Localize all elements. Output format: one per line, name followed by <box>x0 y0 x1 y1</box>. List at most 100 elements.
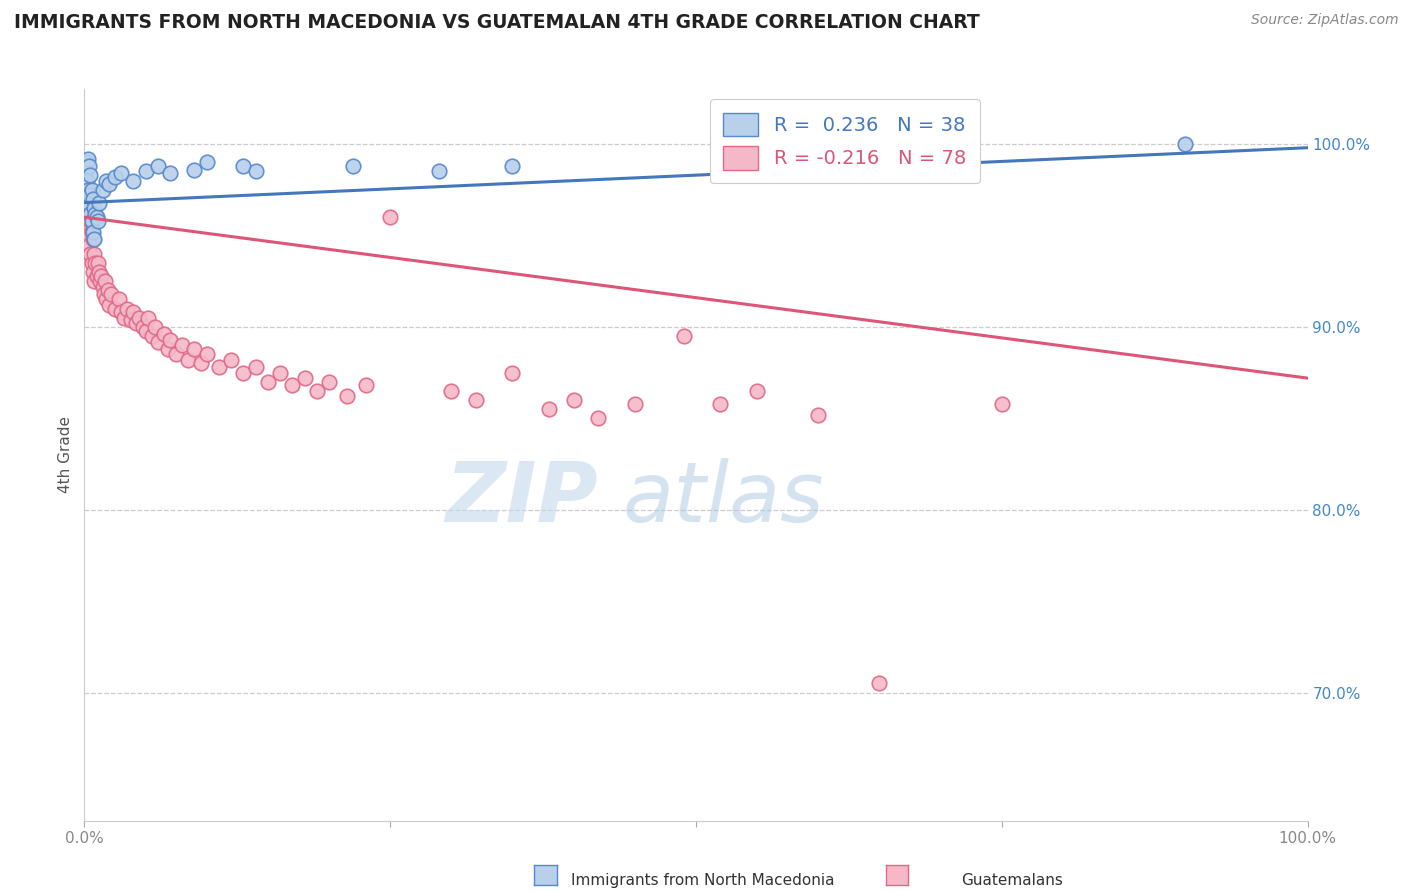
Point <box>83 201 105 215</box>
Point <box>86 211 108 225</box>
Point <box>136 310 159 325</box>
Point <box>77 188 100 202</box>
Point <box>100 287 122 301</box>
Point <box>82 265 104 279</box>
Point <box>135 164 157 178</box>
Point <box>86 268 108 283</box>
Point <box>104 301 127 316</box>
Point <box>76 155 98 169</box>
Point <box>89 274 111 288</box>
Point <box>76 174 98 188</box>
Point <box>77 195 100 210</box>
Point <box>135 324 157 338</box>
Point <box>93 287 115 301</box>
Point <box>112 310 135 325</box>
Point <box>146 159 169 173</box>
Point <box>83 247 105 261</box>
Point <box>219 352 242 367</box>
Point <box>79 247 101 261</box>
Point <box>77 195 100 210</box>
Point <box>190 356 212 371</box>
Point <box>77 206 100 220</box>
Point <box>245 164 267 178</box>
Point <box>538 402 561 417</box>
Point <box>305 384 328 398</box>
Point <box>128 310 150 325</box>
Point <box>77 237 100 252</box>
Point <box>76 183 98 197</box>
Point <box>90 268 112 283</box>
Point <box>380 211 402 225</box>
Point <box>464 392 486 407</box>
Point <box>232 366 254 380</box>
Point <box>562 392 585 407</box>
Point <box>91 279 114 293</box>
Point <box>747 384 769 398</box>
Point <box>84 256 107 270</box>
Point <box>79 206 101 220</box>
Point <box>208 360 231 375</box>
Point <box>87 214 110 228</box>
Point <box>232 159 254 173</box>
Point <box>79 214 101 228</box>
Point <box>141 329 163 343</box>
Point <box>336 389 359 403</box>
Point <box>172 338 194 352</box>
Point <box>1174 136 1197 151</box>
Point <box>734 159 756 173</box>
Point <box>80 214 103 228</box>
Point <box>82 232 104 246</box>
Point <box>75 211 97 225</box>
Text: IMMIGRANTS FROM NORTH MACEDONIA VS GUATEMALAN 4TH GRADE CORRELATION CHART: IMMIGRANTS FROM NORTH MACEDONIA VS GUATE… <box>14 13 980 32</box>
Point <box>125 316 148 330</box>
Point <box>83 274 105 288</box>
Point <box>96 174 118 188</box>
Point <box>183 342 205 356</box>
Point <box>990 397 1012 411</box>
Point <box>97 298 120 312</box>
Point <box>342 159 364 173</box>
Point <box>143 319 166 334</box>
Point <box>77 159 100 173</box>
Text: ZIP: ZIP <box>446 458 598 540</box>
Point <box>624 397 647 411</box>
Point <box>183 162 205 177</box>
Point <box>440 384 463 398</box>
Point <box>77 152 100 166</box>
Point <box>257 375 280 389</box>
Point <box>586 411 609 425</box>
Point <box>84 206 107 220</box>
Point <box>195 347 218 361</box>
Point <box>75 164 97 178</box>
Point <box>120 312 142 326</box>
Point <box>159 333 181 347</box>
Point <box>96 293 118 307</box>
Point <box>82 225 104 239</box>
Point <box>104 169 127 184</box>
Point <box>709 397 731 411</box>
Point <box>501 366 523 380</box>
Point <box>281 378 304 392</box>
Point <box>156 342 179 356</box>
Point <box>153 327 176 342</box>
Point <box>807 408 830 422</box>
Point <box>87 256 110 270</box>
Point <box>165 347 187 361</box>
Text: Immigrants from North Macedonia: Immigrants from North Macedonia <box>571 872 835 888</box>
Point <box>83 232 105 246</box>
Point <box>869 676 891 690</box>
Point <box>132 319 155 334</box>
Point <box>82 192 104 206</box>
Point <box>79 168 101 182</box>
Y-axis label: 4th Grade: 4th Grade <box>58 417 73 493</box>
Point <box>294 371 316 385</box>
Point <box>672 329 695 343</box>
Point <box>80 256 103 270</box>
Point <box>87 265 110 279</box>
Point <box>77 228 100 243</box>
Point <box>177 352 200 367</box>
Point <box>94 274 117 288</box>
Point <box>80 225 103 239</box>
Point <box>427 164 450 178</box>
Legend: R =  0.236   N = 38, R = -0.216   N = 78: R = 0.236 N = 38, R = -0.216 N = 78 <box>710 99 980 184</box>
